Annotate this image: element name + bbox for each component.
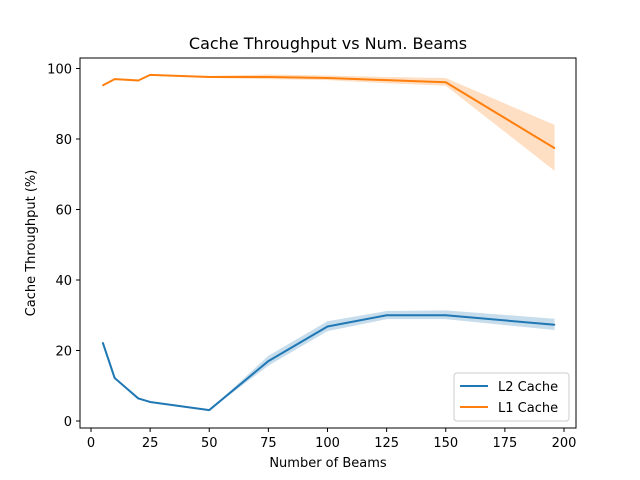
x-tick-label: 75 (260, 436, 277, 451)
x-tick-label: 175 (492, 436, 517, 451)
x-tick-label: 25 (142, 436, 159, 451)
x-axis-ticks: 0 25 50 75 100 125 150 175 200 (87, 428, 577, 451)
l2-cache-point (113, 377, 116, 379)
chart-title: Cache Throughput vs Num. Beams (189, 34, 467, 53)
y-tick-label: 20 (55, 345, 72, 360)
y-tick-label: 80 (55, 133, 72, 148)
legend-label-l2-cache: L2 Cache (498, 380, 558, 395)
l1-cache-point (553, 147, 556, 149)
x-tick-label: 100 (315, 436, 340, 451)
l2-cache-point (267, 360, 270, 362)
x-tick-label: 150 (433, 436, 458, 451)
l1-cache-point (208, 76, 211, 78)
l1-cache-point (149, 74, 151, 76)
x-tick-label: 0 (87, 436, 95, 451)
x-tick-label: 125 (374, 436, 399, 451)
confidence-bands (102, 74, 555, 411)
y-tick-label: 40 (55, 274, 72, 289)
l1-cache-line (102, 73, 556, 150)
l2-cache-point (102, 341, 104, 344)
l2-cache-point (326, 325, 329, 328)
l2-cache-point (149, 401, 151, 403)
l1-cache-confidence-band (102, 74, 555, 171)
l1-cache-point (444, 81, 447, 84)
l2-cache-point (385, 314, 388, 317)
l1-cache-point (326, 77, 329, 79)
l2-cache-point (444, 314, 447, 317)
y-tick-label: 100 (47, 63, 72, 78)
l2-cache-point (137, 397, 140, 400)
l1-cache-point (267, 76, 270, 78)
y-axis-ticks: 0 20 40 60 80 100 (47, 63, 80, 430)
y-tick-label: 0 (64, 415, 72, 430)
l2-cache-line (101, 314, 555, 412)
x-tick-label: 200 (552, 436, 577, 451)
x-tick-label: 50 (201, 436, 218, 451)
l1-cache-point (137, 79, 140, 82)
l2-cache-point (208, 409, 211, 411)
l1-cache-point (385, 79, 388, 81)
l1-cache-point (102, 84, 104, 87)
l1-cache-point (113, 78, 116, 80)
y-axis-label: Cache Throughput (%) (24, 170, 39, 317)
legend-label-l1-cache: L1 Cache (498, 401, 558, 416)
x-axis-label: Number of Beams (269, 456, 387, 471)
l2-cache-point (553, 323, 556, 326)
y-tick-label: 60 (55, 204, 72, 219)
legend: L2 Cache L1 Cache (453, 372, 570, 422)
series-lines (101, 73, 556, 412)
